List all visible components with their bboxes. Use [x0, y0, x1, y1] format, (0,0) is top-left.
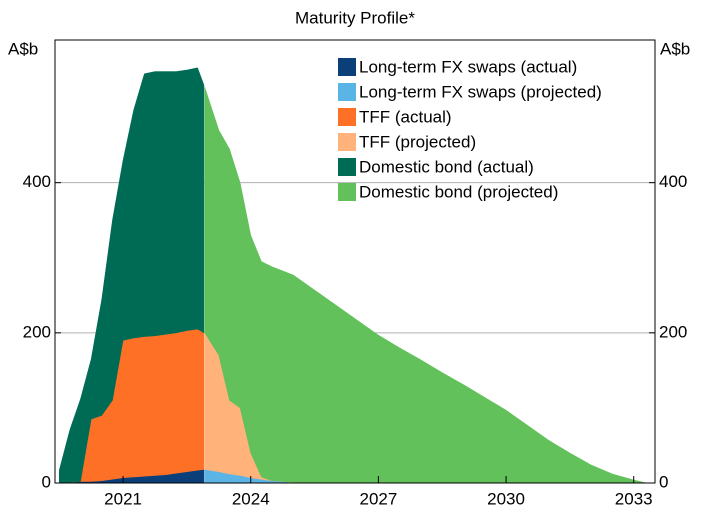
- legend-swatch: [338, 158, 356, 176]
- legend-label: Long-term FX swaps (projected): [359, 82, 602, 101]
- legend-swatch: [338, 133, 356, 151]
- plot-frame: [54, 39, 656, 484]
- y-tick-label: 200: [23, 322, 51, 341]
- legend-swatch: [338, 83, 356, 101]
- y-tick-label: 0: [42, 472, 51, 491]
- x-tick-label: 2021: [104, 489, 142, 508]
- x-tick-label: 2030: [487, 489, 525, 508]
- overlay: [54, 39, 656, 484]
- y-tick-label: 400: [23, 172, 51, 191]
- y2-tick-label: 200: [659, 322, 687, 341]
- y2-tick-label: 400: [659, 172, 687, 191]
- x-tick-label: 2033: [615, 489, 653, 508]
- legend-swatch: [338, 108, 356, 126]
- legend-label: TFF (actual): [359, 107, 452, 126]
- legend-label: TFF (projected): [359, 132, 476, 151]
- area: [59, 67, 205, 484]
- x-tick-label: 2027: [359, 489, 397, 508]
- legend-swatch: [338, 183, 356, 201]
- legend-label: Domestic bond (projected): [359, 182, 558, 201]
- legend-swatch: [338, 58, 356, 76]
- legend-label: Long-term FX swaps (actual): [359, 57, 577, 76]
- y2-tick-label: 0: [659, 472, 668, 491]
- y-axis-label: A$b: [8, 39, 38, 58]
- legend-label: Domestic bond (actual): [359, 157, 534, 176]
- areas: [55, 67, 655, 484]
- chart-subtitle: Maturity Profile*: [295, 8, 415, 27]
- x-tick-label: 2024: [232, 489, 270, 508]
- y2-axis-label: A$b: [660, 39, 690, 58]
